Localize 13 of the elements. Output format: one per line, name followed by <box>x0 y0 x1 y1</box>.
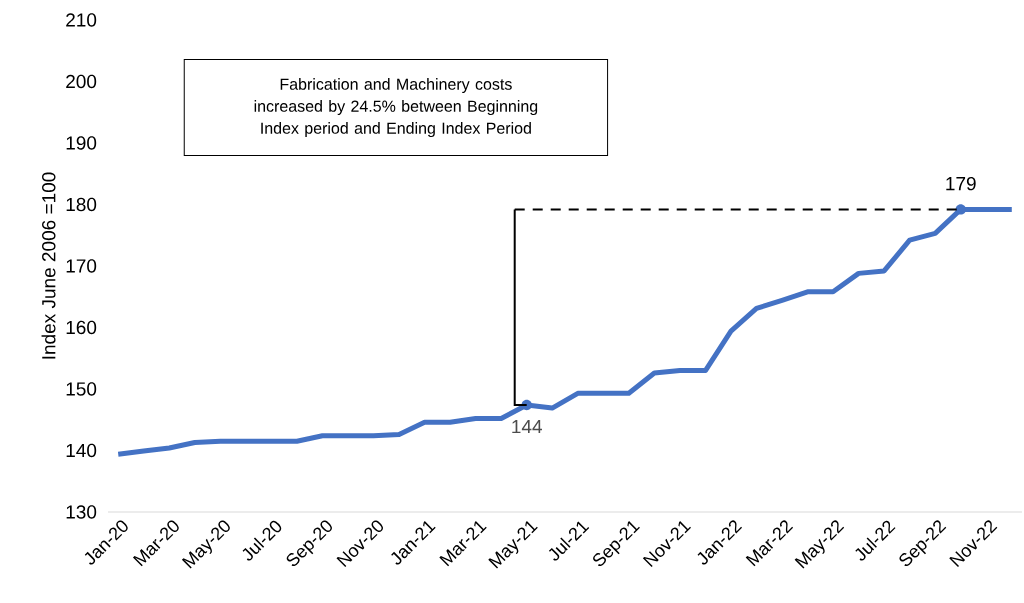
y-tick-label: 160 <box>66 320 97 335</box>
y-tick-label: 170 <box>66 259 97 273</box>
y-tick-label: 130 <box>66 505 97 519</box>
annotation: 144 <box>512 420 542 434</box>
y-tick-label: 210 <box>66 13 97 27</box>
y-tick-label: 150 <box>66 382 97 396</box>
y-tick-label: 180 <box>66 197 97 212</box>
y-axis-title: Index June 2006 =100 <box>41 172 56 359</box>
y-tick-label: 140 <box>66 443 97 458</box>
y-tick-label: 200 <box>66 74 97 89</box>
annotation: 179 <box>946 176 976 191</box>
annotation: Fabrication and Machinery costs increased by 24.5% between Beginning Index period and Ending Index Period <box>254 78 538 138</box>
y-tick-label: 190 <box>66 136 97 150</box>
